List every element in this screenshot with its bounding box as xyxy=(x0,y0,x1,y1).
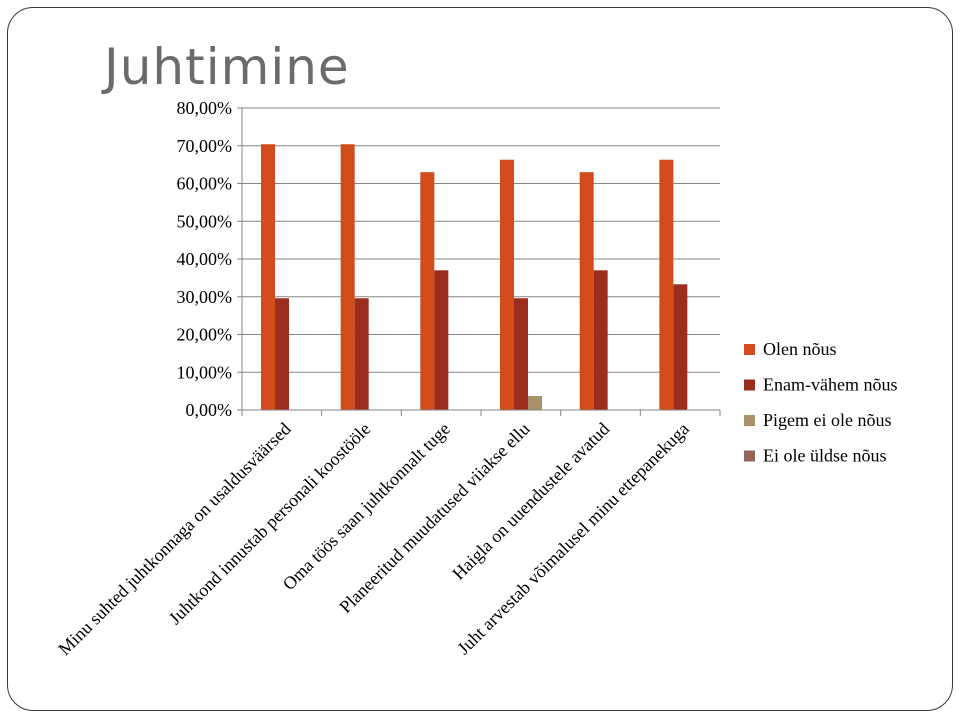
y-tick-label: 60,00% xyxy=(177,174,233,194)
y-tick-label: 80,00% xyxy=(177,98,233,118)
y-tick-label: 20,00% xyxy=(177,325,233,345)
legend-label: Olen nõus xyxy=(763,339,837,359)
legend-swatch xyxy=(744,450,755,462)
slide-frame xyxy=(7,7,953,711)
slide-title: Juhtimine xyxy=(104,38,350,96)
y-tick-label: 40,00% xyxy=(177,249,233,269)
bar xyxy=(514,298,528,410)
bar xyxy=(500,159,514,410)
bars xyxy=(261,144,688,411)
y-tick-label: 0,00% xyxy=(186,400,233,420)
grid-lines xyxy=(237,107,720,411)
legend-swatch xyxy=(744,415,755,426)
y-tick-label: 10,00% xyxy=(177,362,233,382)
bar xyxy=(340,144,355,411)
bar xyxy=(673,284,688,410)
bar xyxy=(261,144,275,411)
x-category-label: Haigla on uuendustele avatud xyxy=(448,419,613,584)
x-category-labels: Minu suhted juhtkonnaga on usaldusväärse… xyxy=(54,419,693,659)
y-tick-label: 30,00% xyxy=(177,287,233,307)
legend-swatch xyxy=(744,379,755,391)
bar xyxy=(659,159,674,410)
bar xyxy=(579,172,594,410)
legend-label: Pigem ei ole nõus xyxy=(763,410,892,430)
bar xyxy=(434,270,449,410)
bar xyxy=(275,298,289,410)
legend: Olen nõus Enam-vähem nõus Pigem ei ole nõu… xyxy=(744,339,897,466)
y-tick-label: 50,00% xyxy=(177,211,233,231)
legend-label: Enam-vähem nõus xyxy=(763,375,897,395)
axes xyxy=(241,108,721,416)
bar xyxy=(528,396,542,410)
bar xyxy=(354,298,369,410)
x-category-label: Oma töös saan juhtkonnalt tuge xyxy=(279,419,454,594)
y-tick-labels: 0,00% 10,00% 20,00% 30,00% 40,00% 50,00% 60,00… xyxy=(177,98,233,420)
legend-swatch xyxy=(744,344,755,355)
bar xyxy=(593,270,608,410)
bar xyxy=(420,172,435,410)
y-tick-label: 70,00% xyxy=(177,136,233,156)
legend-label: Ei ole üldse nõus xyxy=(763,446,887,466)
